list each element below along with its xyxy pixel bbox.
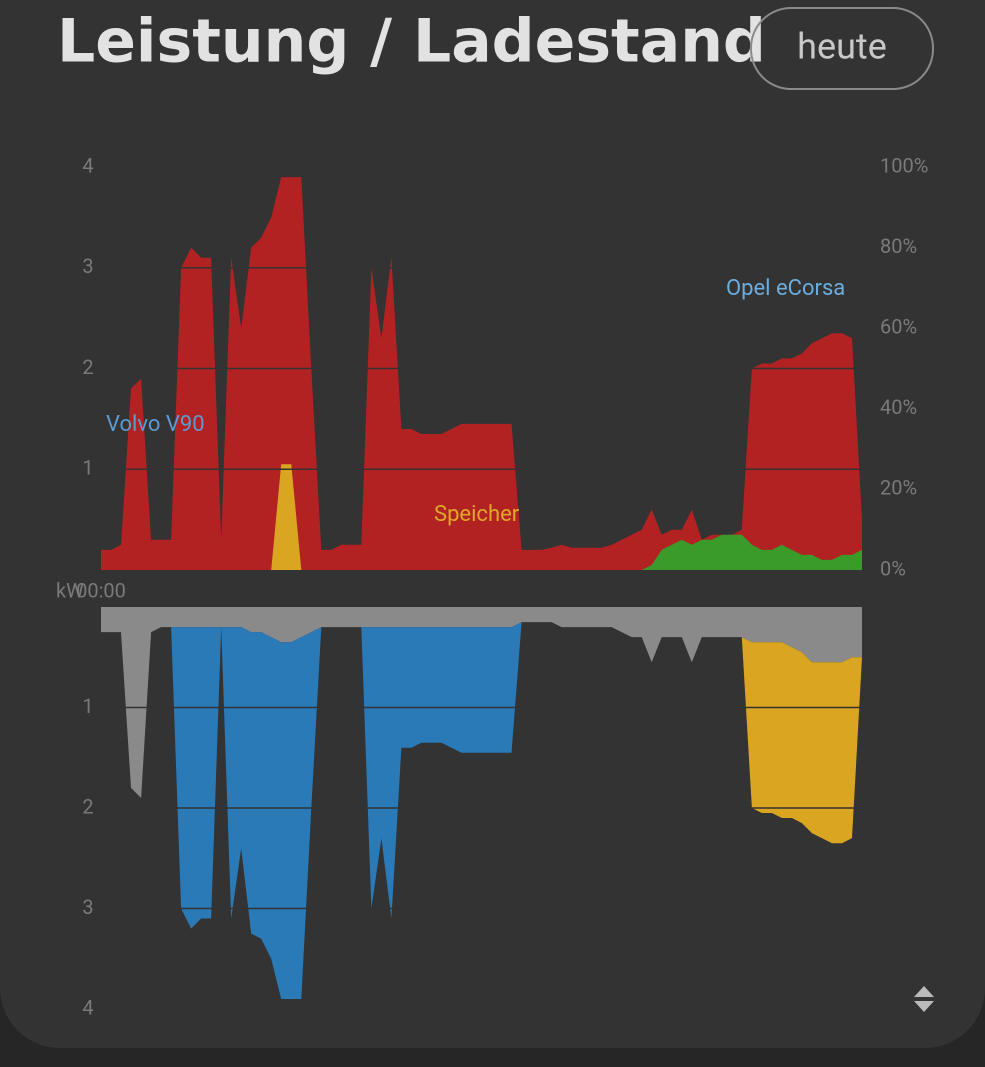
y-tick-label: 4	[82, 995, 93, 1019]
area	[101, 607, 862, 798]
date-button[interactable]	[750, 7, 934, 90]
annotation: Volvo V90	[106, 412, 205, 437]
y2-tick-label: 60%	[880, 314, 917, 338]
area	[101, 622, 862, 999]
y2-tick-label: 20%	[880, 476, 917, 500]
y2-tick-label: 40%	[880, 395, 917, 419]
x-tick-label: 00:00	[76, 578, 126, 602]
y-tick-label: 1	[82, 694, 93, 718]
y-tick-label: 2	[82, 794, 93, 818]
y-tick-label: 3	[82, 895, 93, 919]
sort-icon[interactable]	[914, 986, 934, 1012]
y-tick-label: 4	[82, 153, 93, 177]
area	[101, 534, 862, 570]
annotation: Speicher	[434, 502, 520, 527]
y-tick-label: 1	[82, 456, 93, 480]
date-button-label[interactable]: heute	[797, 26, 887, 68]
y-axis-label: kW	[56, 578, 84, 602]
y-tick-label: 3	[82, 254, 93, 278]
area	[101, 464, 862, 570]
annotation: Opel eCorsa	[726, 276, 845, 301]
title: Leistung / Ladestand	[57, 7, 766, 77]
y2-tick-label: 100%	[880, 153, 928, 177]
y-tick-label: 2	[82, 355, 93, 379]
y2-tick-label: 80%	[880, 234, 917, 258]
y2-tick-label: 0%	[880, 556, 906, 580]
area	[101, 622, 862, 999]
